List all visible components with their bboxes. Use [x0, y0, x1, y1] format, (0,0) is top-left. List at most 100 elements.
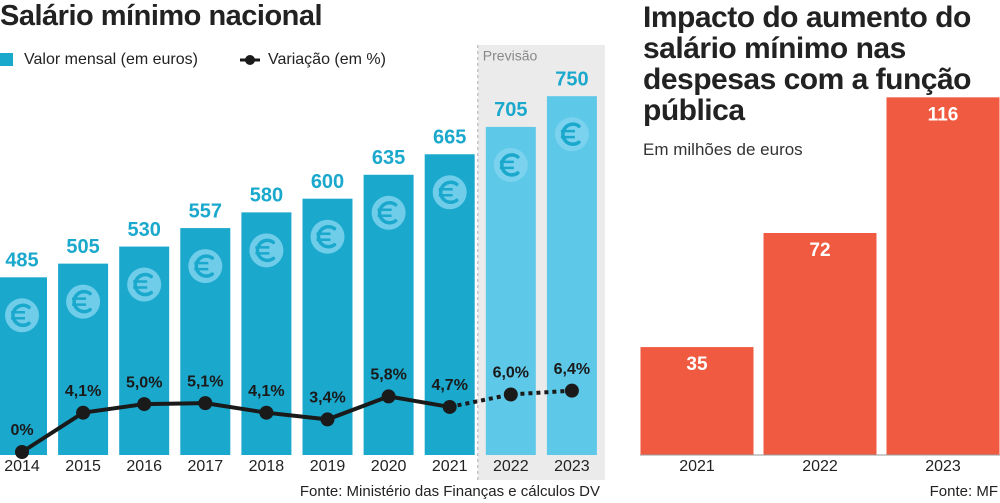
euro-sign — [255, 246, 270, 255]
euro-sign — [560, 129, 575, 139]
euro-circle — [249, 233, 284, 268]
line-marker — [137, 397, 152, 412]
x-tick-label: 2021 — [679, 458, 715, 475]
euro-sign — [255, 238, 276, 263]
line-value-label: 4,1% — [248, 383, 284, 400]
euro-icon — [188, 249, 223, 284]
bar-value-label: 580 — [250, 185, 283, 207]
bar-value-label: 557 — [189, 200, 222, 222]
x-tick-label: 2016 — [126, 458, 162, 475]
euro-icon — [493, 147, 528, 182]
bar — [886, 97, 1000, 455]
x-tick-label: 2019 — [310, 458, 346, 475]
line-value-label: 6,4% — [554, 361, 590, 378]
euro-sign — [133, 272, 153, 297]
line-value-label: 3,4% — [309, 390, 345, 407]
euro-circle — [127, 267, 162, 302]
euro-sign — [72, 297, 87, 306]
x-tick-label: 2022 — [493, 458, 529, 475]
euro-circle — [554, 117, 589, 152]
euro-sign — [316, 225, 337, 249]
euro-circle — [188, 249, 223, 284]
line — [20, 394, 451, 454]
euro-circle — [66, 284, 101, 319]
euro-icon — [249, 233, 284, 268]
bar-value-label: 750 — [555, 68, 588, 90]
euro-icon — [310, 219, 345, 254]
euro-sign — [11, 303, 31, 327]
bar-value-label: 530 — [128, 219, 161, 241]
euro-sign — [316, 232, 331, 241]
legend-label: Variação (em %) — [268, 51, 386, 68]
bar-value-label: 600 — [311, 171, 344, 193]
euro-circle — [371, 195, 406, 230]
bar-value-label: 72 — [809, 240, 830, 261]
line-marker — [320, 412, 335, 427]
euro-icon — [66, 284, 101, 319]
x-tick-label: 2022 — [802, 458, 838, 475]
line-marker — [381, 389, 396, 404]
bar-value-label: 665 — [433, 127, 466, 149]
euro-sign — [194, 261, 209, 271]
euro-icon — [371, 195, 406, 230]
euro-circle — [432, 175, 467, 210]
euro-sign — [11, 311, 25, 320]
bar-value-label: 635 — [372, 147, 405, 169]
euro-circle — [310, 219, 345, 254]
x-tick-label: 2015 — [65, 458, 101, 475]
legend-swatch — [0, 53, 13, 66]
line-marker — [503, 387, 518, 402]
line-marker — [442, 399, 457, 414]
euro-sign — [72, 289, 92, 314]
line-value-label: 5,0% — [126, 374, 162, 391]
euro-sign — [194, 254, 215, 278]
chart-title: Salário mínimo nacional — [0, 0, 323, 32]
bar — [640, 347, 754, 455]
line-marker — [76, 405, 91, 420]
line-marker — [564, 383, 579, 398]
euro-circle — [5, 298, 39, 333]
euro-icon — [432, 175, 467, 210]
euro-sign — [377, 201, 398, 225]
euro-icon — [127, 267, 162, 302]
bar-value-label: 35 — [686, 354, 708, 375]
euro-sign — [377, 208, 392, 218]
x-tick-label: 2017 — [188, 458, 224, 475]
line-marker — [15, 445, 29, 459]
line-value-label: 4,1% — [65, 383, 101, 400]
legend-dot — [245, 55, 255, 65]
x-tick-label: 2023 — [554, 458, 590, 475]
euro-icon — [554, 117, 589, 152]
euro-sign — [438, 188, 453, 197]
bar-value-label: 485 — [5, 250, 38, 272]
euro-sign — [561, 122, 581, 146]
line-value-label: 5,1% — [187, 373, 223, 390]
line-marker — [259, 405, 274, 420]
chart-subtitle: Em milhões de euros — [643, 140, 803, 159]
euro-icon — [5, 298, 39, 333]
x-tick-label: 2014 — [4, 458, 40, 475]
line-value-label: 4,7% — [431, 377, 467, 394]
line-value-label: 0% — [10, 422, 33, 439]
x-tick-label: 2020 — [371, 458, 407, 475]
legend-label: Valor mensal (em euros) — [24, 51, 198, 68]
euro-sign — [499, 160, 514, 170]
bar-value-label: 116 — [928, 104, 959, 125]
x-tick-label: 2021 — [432, 458, 468, 475]
bar-value-label: 505 — [66, 236, 99, 258]
euro-circle — [493, 147, 528, 182]
bar — [763, 233, 877, 455]
x-tick-label: 2018 — [249, 458, 285, 475]
line-marker — [198, 396, 213, 411]
euro-sign — [133, 280, 148, 289]
line-value-label: 5,8% — [370, 367, 406, 384]
source: Fonte: MF — [930, 483, 998, 500]
bar-value-label: 705 — [494, 99, 527, 121]
line-value-label: 6,0% — [493, 365, 529, 382]
source: Fonte: Ministério das Finanças e cálculo… — [300, 483, 600, 500]
annotation: Previsão — [483, 48, 538, 64]
x-tick-label: 2023 — [925, 458, 961, 475]
chart-title: Impacto do aumento do salário mínimo nas… — [643, 1, 971, 127]
